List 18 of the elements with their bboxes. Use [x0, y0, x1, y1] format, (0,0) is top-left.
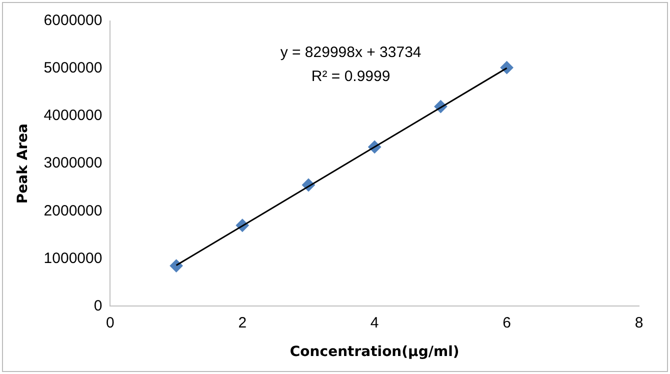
y-tick-label: 5000000 [44, 60, 102, 77]
y-tick-label: 0 [94, 297, 102, 314]
y-tick-label: 6000000 [44, 12, 102, 30]
y-axis-title: Peak Area [15, 124, 32, 204]
y-tick-label: 3000000 [44, 154, 102, 172]
y-tick-label: 2000000 [44, 202, 102, 220]
annotation: R² = 0.9999 [311, 68, 390, 86]
y-tick-label: 1000000 [44, 250, 102, 267]
x-tick-label: 8 [634, 314, 644, 332]
point [170, 259, 183, 272]
point [500, 61, 514, 74]
x-tick-label: 2 [238, 314, 247, 332]
x-tick-label: 4 [370, 314, 379, 332]
x-tick-label: 0 [106, 314, 114, 332]
y-tick-label: 4000000 [44, 107, 102, 124]
annotation: y = 829998x + 33734 [280, 44, 422, 62]
x-tick-label: 6 [502, 314, 511, 332]
x-axis-title: Concentration(µg/ml) [290, 344, 460, 360]
